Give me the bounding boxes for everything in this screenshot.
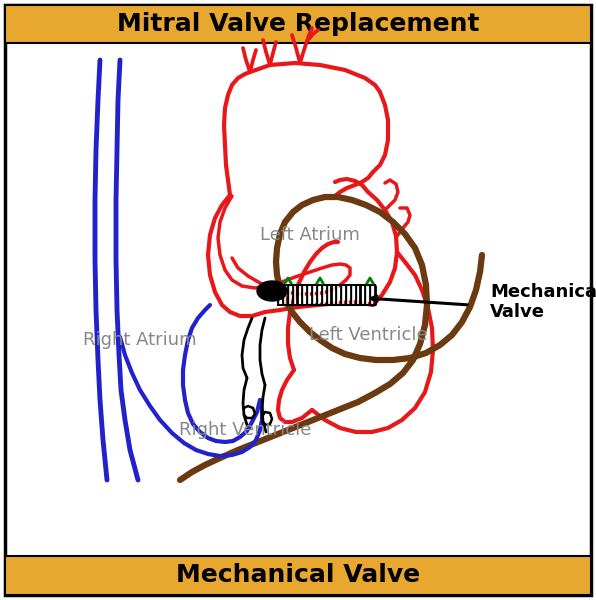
Text: Mechanical Valve: Mechanical Valve [176, 563, 420, 587]
FancyBboxPatch shape [5, 556, 591, 595]
Text: Right Atrium: Right Atrium [83, 331, 197, 349]
Text: Mechanical
Valve: Mechanical Valve [490, 283, 596, 322]
FancyBboxPatch shape [5, 5, 591, 595]
Text: Mitral Valve Replacement: Mitral Valve Replacement [117, 12, 479, 36]
Text: Left Ventricle: Left Ventricle [309, 326, 427, 344]
FancyBboxPatch shape [5, 5, 591, 43]
Text: Left Atrium: Left Atrium [260, 226, 360, 244]
Text: Right Ventricle: Right Ventricle [179, 421, 311, 439]
Ellipse shape [257, 281, 287, 301]
